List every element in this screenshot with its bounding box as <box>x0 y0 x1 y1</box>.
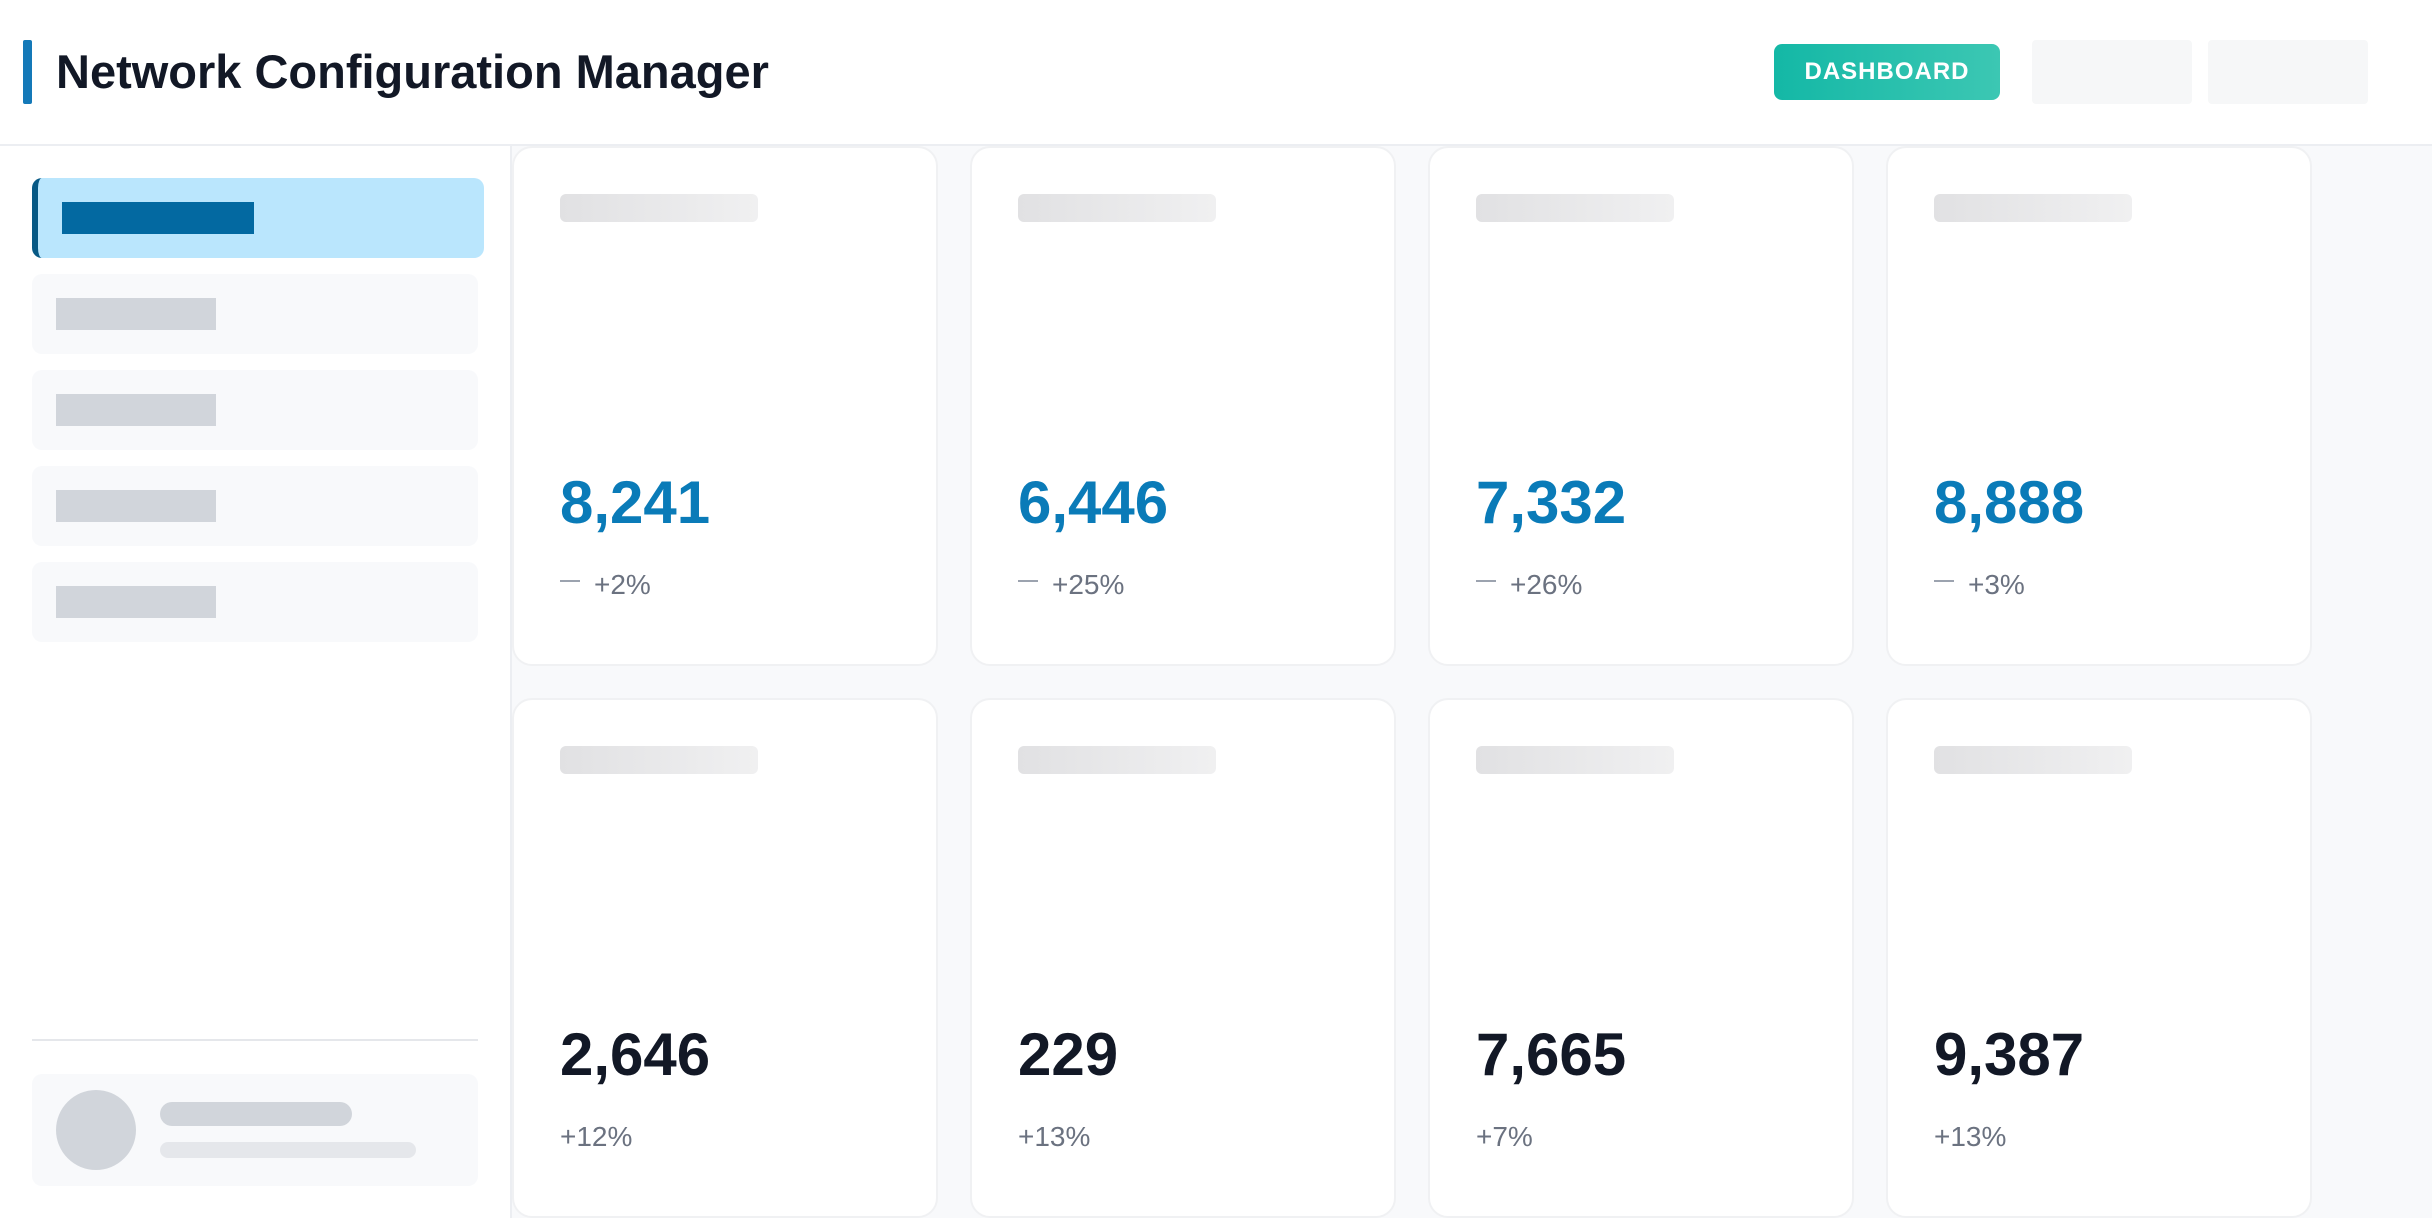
sidebar-item-label-placeholder <box>56 586 216 618</box>
stat-trend: +7% <box>1476 1121 1533 1152</box>
trend-text: +26% <box>1510 569 1583 600</box>
header-placeholder-button[interactable] <box>2208 40 2368 104</box>
stat-card: 8,241 +2% <box>512 146 938 666</box>
user-profile[interactable] <box>32 1074 478 1186</box>
page-title: Network Configuration Manager <box>56 45 769 98</box>
sidebar-item-label-placeholder <box>62 202 254 234</box>
sidebar-item[interactable] <box>32 562 478 642</box>
card-title-placeholder <box>1476 194 1674 222</box>
trend-flat-icon <box>1934 579 1954 582</box>
stat-trend: +13% <box>1934 1121 2007 1152</box>
sidebar-item-label-placeholder <box>56 298 216 330</box>
stat-card: 229 +13% <box>970 698 1396 1218</box>
sidebar-item[interactable] <box>32 274 478 354</box>
sidebar-item-label-placeholder <box>56 490 216 522</box>
trend-text: +25% <box>1052 569 1125 600</box>
stat-value: 9,387 <box>1934 1021 2085 1088</box>
stat-value: 7,332 <box>1476 469 1627 536</box>
stat-card: 8,888 +3% <box>1886 146 2312 666</box>
brand-accent-bar <box>23 40 32 104</box>
stat-card: 6,446 +25% <box>970 146 1396 666</box>
sidebar-item-label-placeholder <box>56 394 216 426</box>
header-placeholder-button[interactable] <box>2032 40 2192 104</box>
card-title-placeholder <box>1476 746 1674 774</box>
sidebar-item[interactable] <box>32 370 478 450</box>
trend-flat-icon <box>1476 579 1496 582</box>
app-header: Network Configuration Manager DASHBOARD <box>0 0 2432 146</box>
card-title-placeholder <box>1018 746 1216 774</box>
card-title-placeholder <box>1934 746 2132 774</box>
stat-trend: +25% <box>1018 568 1124 602</box>
stat-value: 229 <box>1018 1021 1119 1088</box>
stat-trend: +2% <box>560 568 651 602</box>
sidebar-item-active[interactable] <box>32 178 484 258</box>
trend-flat-icon <box>560 579 580 582</box>
stat-value: 2,646 <box>560 1021 711 1088</box>
trend-flat-icon <box>1018 579 1038 582</box>
stat-card: 2,646 +12% <box>512 698 938 1218</box>
avatar <box>56 1090 136 1170</box>
profile-detail-placeholder <box>160 1142 416 1158</box>
stat-card: 7,665 +7% <box>1428 698 1854 1218</box>
sidebar-item[interactable] <box>32 466 478 546</box>
stat-card: 9,387 +13% <box>1886 698 2312 1218</box>
stat-trend: +12% <box>560 1121 633 1152</box>
profile-name-placeholder <box>160 1102 352 1126</box>
stat-value: 8,888 <box>1934 469 2085 536</box>
stat-trend: +13% <box>1018 1121 1091 1152</box>
stat-value: 8,241 <box>560 469 711 536</box>
stat-card: 7,332 +26% <box>1428 146 1854 666</box>
stat-value: 6,446 <box>1018 469 1169 536</box>
sidebar <box>0 146 512 1218</box>
card-title-placeholder <box>560 194 758 222</box>
card-title-placeholder <box>1018 194 1216 222</box>
dashboard-button[interactable]: DASHBOARD <box>1774 44 2000 100</box>
trend-text: +3% <box>1968 569 2025 600</box>
stat-value: 7,665 <box>1476 1021 1627 1088</box>
card-title-placeholder <box>1934 194 2132 222</box>
stat-trend: +3% <box>1934 568 2025 602</box>
sidebar-divider <box>32 1039 478 1041</box>
trend-text: +2% <box>594 569 651 600</box>
card-title-placeholder <box>560 746 758 774</box>
stat-trend: +26% <box>1476 568 1582 602</box>
